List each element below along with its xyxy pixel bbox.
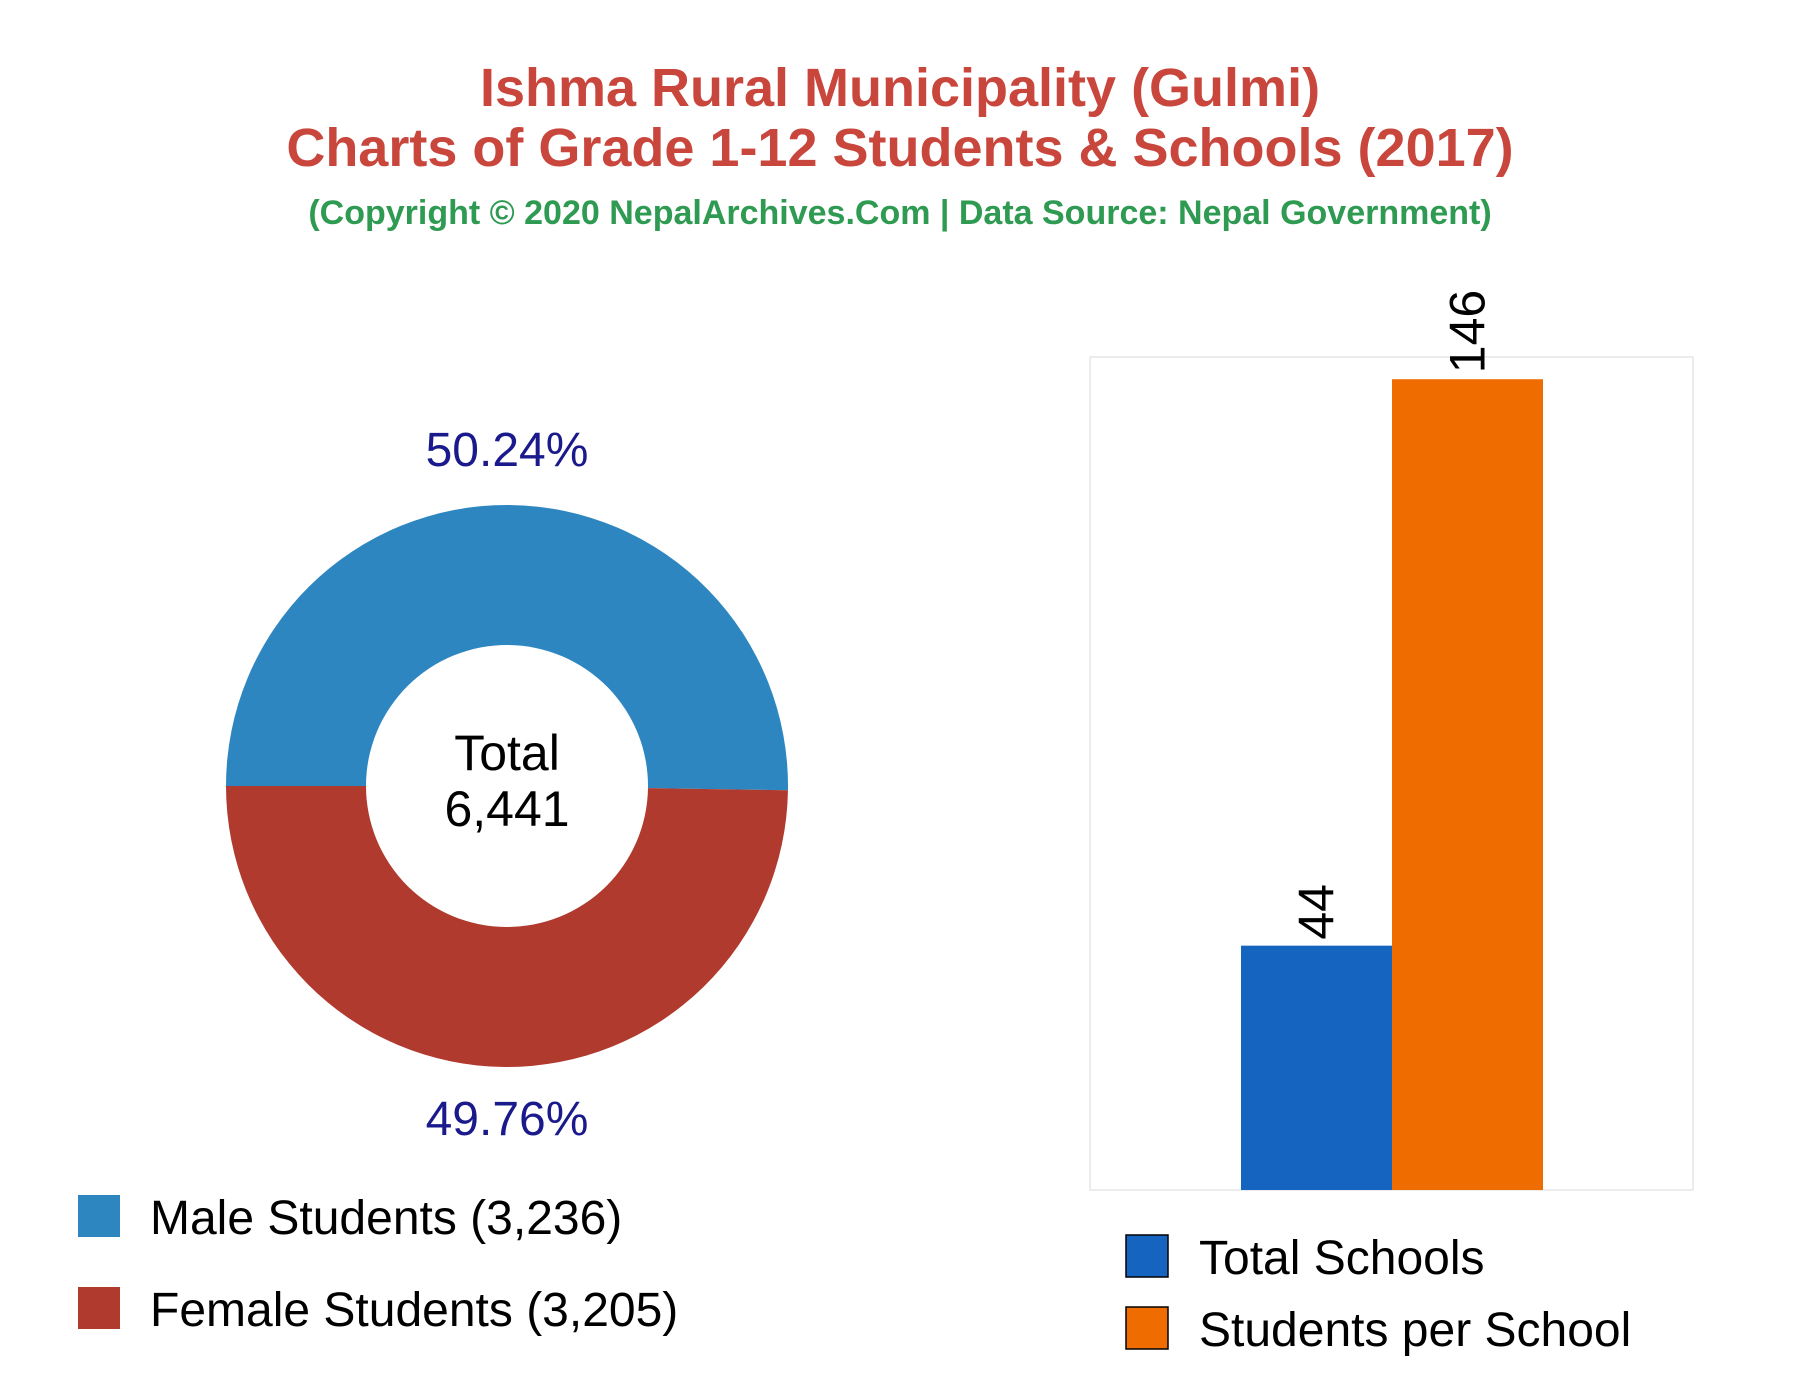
bar-value-label-total-schools: 44 — [1289, 884, 1345, 940]
donut-center-total-label: Total — [454, 725, 560, 781]
legend-swatch-students-per-school — [1125, 1306, 1169, 1350]
donut-chart — [226, 505, 788, 1068]
legend-label-male: Male Students (3,236) — [150, 1192, 622, 1245]
chart-subtitle: (Copyright © 2020 NepalArchives.Com | Da… — [308, 194, 1492, 232]
bar-chart: 44 146 — [1241, 290, 1543, 1190]
legend-label-students-per-school: Students per School — [1199, 1304, 1631, 1357]
chart-title-line2: Charts of Grade 1-12 Students & Schools … — [286, 118, 1514, 178]
female-percent-label: 49.76% — [426, 1093, 589, 1146]
chart-title-line1: Ishma Rural Municipality (Gulmi) — [479, 58, 1321, 118]
male-percent-label: 50.24% — [426, 424, 589, 477]
legend-swatch-female — [78, 1287, 120, 1329]
legend-swatch-male — [78, 1195, 120, 1237]
bar-total-schools — [1241, 945, 1392, 1190]
donut-slice-female-students — [226, 786, 788, 1068]
donut-slice-male-students — [226, 505, 788, 791]
legend-label-total-schools: Total Schools — [1199, 1232, 1485, 1285]
donut-center-total-value: 6,441 — [444, 781, 569, 837]
bar-students-per-school — [1392, 379, 1543, 1190]
legend-label-female: Female Students (3,205) — [150, 1284, 678, 1337]
bar-value-label-students-per-school: 146 — [1440, 290, 1496, 373]
legend-swatch-total-schools — [1125, 1234, 1169, 1278]
